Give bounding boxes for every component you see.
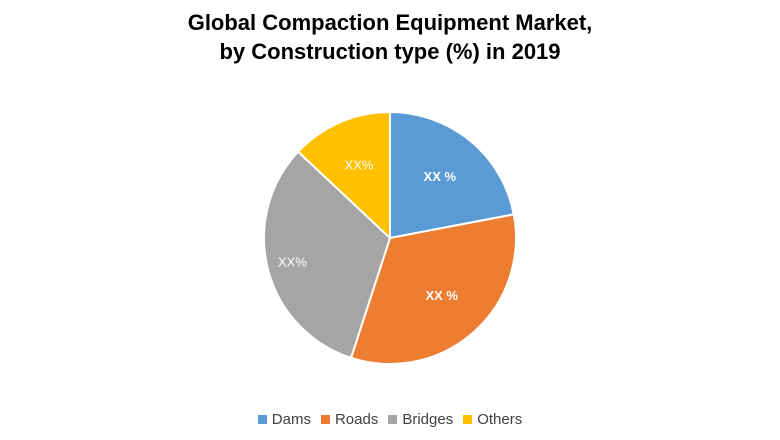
data-label-others: XX% (345, 158, 374, 173)
chart-title-line-1: Global Compaction Equipment Market, (187, 10, 593, 35)
legend-swatch-dams (257, 415, 267, 424)
data-label-dams: XX % (424, 169, 457, 184)
pie-slice-others (297, 111, 391, 239)
chart-title-line-2: by Construction type (%) in 2019 (219, 39, 561, 64)
legend-label-dams: Dams (271, 411, 311, 428)
legend-item-roads: Roads (320, 411, 379, 428)
data-label-roads: XX % (425, 288, 458, 303)
legend-label-bridges: Bridges (402, 411, 454, 428)
pie-slice-bridges (263, 150, 391, 359)
legend-swatch-roads (320, 415, 330, 424)
legend-item-bridges: Bridges (388, 411, 453, 428)
chart-legend: Dams Roads Bridges Others (0, 411, 780, 428)
legend-item-others: Others (463, 411, 522, 428)
legend-item-dams: Dams (257, 411, 311, 428)
legend-label-others: Others (477, 411, 523, 428)
legend-label-roads: Roads (334, 411, 379, 428)
legend-swatch-others (463, 415, 473, 424)
chart-title: Global Compaction Equipment Market, by C… (0, 8, 780, 66)
pie-slice-dams (389, 111, 515, 239)
pie-slice-roads (350, 213, 517, 365)
legend-swatch-bridges (388, 415, 398, 424)
data-label-bridges: XX% (278, 255, 307, 270)
